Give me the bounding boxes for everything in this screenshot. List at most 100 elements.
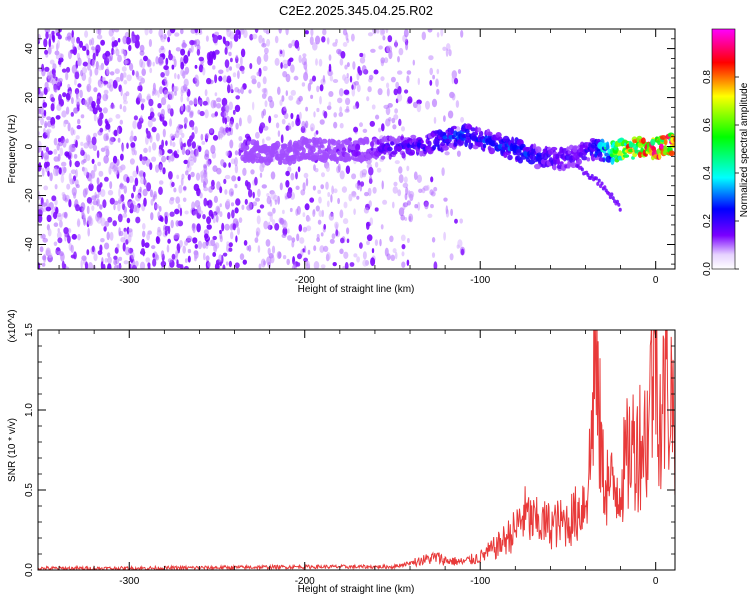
noise-speckle [351, 84, 354, 90]
noise-speckle [115, 48, 120, 57]
noise-speckle [71, 30, 74, 38]
signal-blob [297, 139, 301, 146]
noise-speckle [72, 43, 75, 50]
noise-speckle [193, 154, 197, 163]
noise-speckle [149, 111, 155, 119]
noise-speckle [38, 131, 41, 136]
noise-speckle [76, 125, 82, 130]
noise-speckle [222, 36, 226, 44]
noise-speckle [304, 203, 310, 211]
y-tick-label: -40 [24, 237, 35, 252]
noise-speckle [336, 48, 342, 55]
noise-speckle [118, 256, 123, 261]
noise-speckle [52, 72, 56, 79]
noise-speckle [274, 35, 279, 44]
noise-speckle [178, 184, 183, 194]
noise-speckle [55, 54, 60, 60]
signal-blob [663, 138, 668, 146]
noise-speckle [312, 209, 316, 217]
noise-speckle [147, 119, 153, 128]
noise-speckle [113, 203, 116, 211]
noise-speckle [165, 57, 169, 66]
noise-speckle [137, 121, 142, 130]
noise-speckle [250, 169, 255, 175]
noise-speckle [319, 119, 325, 125]
noise-speckle [166, 244, 170, 253]
noise-speckle [433, 116, 437, 124]
noise-speckle [218, 75, 223, 82]
noise-speckle [116, 264, 122, 269]
noise-speckle [282, 255, 287, 260]
noise-speckle [199, 171, 204, 178]
noise-speckle [392, 201, 395, 209]
noise-speckle [371, 104, 376, 110]
noise-speckle [268, 115, 272, 124]
y-tick-label: 0 [24, 143, 35, 149]
signal-blob [497, 144, 503, 150]
colorbar-label: Normalized spectral amplitude [739, 82, 750, 217]
y-tick-label: -20 [24, 188, 35, 203]
noise-speckle [356, 256, 360, 263]
noise-speckle [43, 185, 49, 191]
noise-speckle [83, 142, 89, 149]
noise-speckle [367, 86, 372, 93]
noise-speckle [130, 142, 136, 148]
noise-speckle [158, 205, 162, 212]
noise-speckle [93, 163, 97, 172]
noise-speckle [212, 252, 217, 257]
noise-speckle [296, 233, 300, 242]
noise-speckle [71, 97, 74, 105]
noise-speckle [214, 92, 218, 97]
noise-speckle [180, 89, 184, 97]
signal-blob [306, 138, 313, 144]
noise-speckle [75, 135, 80, 140]
noise-speckle [326, 105, 332, 110]
noise-speckle [43, 161, 48, 169]
noise-speckle [222, 252, 228, 257]
noise-speckle [209, 128, 214, 134]
noise-speckle [272, 219, 276, 226]
noise-speckle [316, 233, 320, 239]
branch-blob [607, 191, 611, 196]
noise-speckle [291, 264, 298, 269]
noise-speckle [186, 148, 189, 155]
noise-speckle [128, 175, 134, 184]
noise-speckle [119, 119, 124, 125]
noise-speckle [194, 250, 198, 260]
noise-speckle [100, 189, 106, 197]
noise-speckle [155, 56, 159, 65]
noise-speckle [237, 226, 240, 236]
noise-speckle [169, 91, 174, 101]
noise-speckle [43, 87, 48, 95]
noise-speckle [430, 204, 434, 209]
noise-speckle [237, 176, 241, 182]
noise-speckle [51, 195, 57, 202]
noise-speckle [126, 142, 129, 149]
noise-speckle [328, 63, 332, 73]
branch-blob [611, 196, 615, 201]
signal-blob [552, 163, 557, 171]
noise-speckle [203, 197, 208, 207]
noise-speckle [74, 71, 80, 80]
noise-speckle [290, 89, 296, 96]
noise-speckle [368, 200, 372, 208]
signal-blob [317, 148, 323, 155]
noise-speckle [194, 29, 199, 34]
signal-blob [283, 143, 287, 148]
noise-speckle [228, 101, 233, 111]
noise-speckle [237, 70, 240, 79]
noise-speckle [251, 78, 257, 85]
signal-blob [511, 136, 515, 144]
noise-speckle [398, 207, 405, 217]
signal-blob [269, 157, 274, 163]
noise-speckle [44, 81, 49, 89]
signal-blob [488, 147, 496, 155]
noise-speckle [316, 107, 320, 113]
noise-speckle [315, 35, 321, 45]
noise-speckle [307, 82, 312, 92]
noise-speckle [238, 30, 241, 40]
noise-speckle [171, 64, 175, 70]
noise-speckle [86, 83, 92, 93]
noise-speckle [279, 182, 283, 191]
noise-speckle [86, 216, 92, 225]
